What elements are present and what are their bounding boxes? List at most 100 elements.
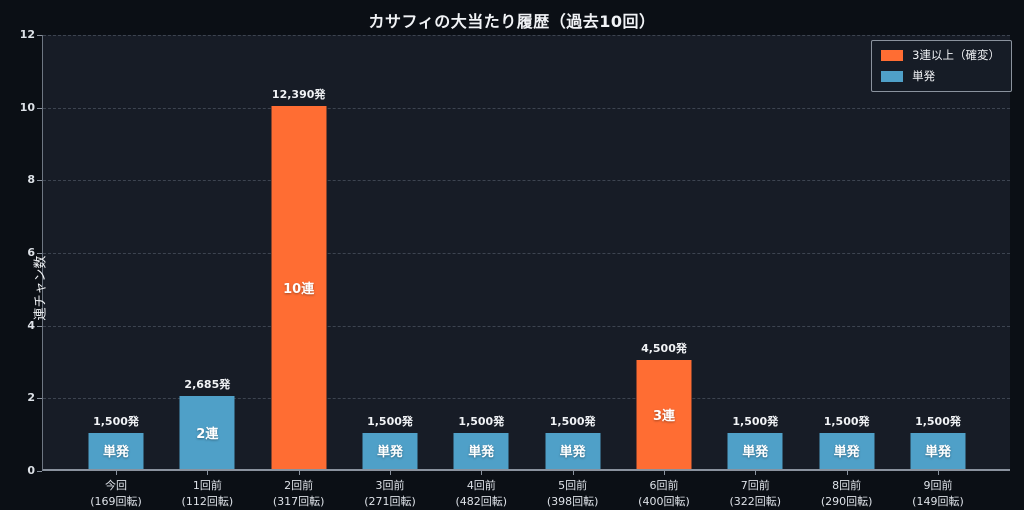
run-count-label: 10連	[283, 281, 315, 297]
x-spins: (271回転)	[364, 494, 416, 508]
legend-label-tanpatsu: 単発	[912, 69, 936, 83]
gridline	[43, 325, 1010, 327]
legend-item-kakuhen: 3連以上（確変）	[881, 47, 1000, 63]
x-spins: (322回転)	[729, 494, 782, 508]
payout-label: 1,500発	[93, 414, 139, 428]
legend: 3連以上（確変） 単発	[871, 40, 1012, 92]
bar-group: 1,500発 単発 3回前 (271回転)	[344, 35, 436, 508]
gridline	[43, 180, 1010, 182]
x-tick-label: 今回 (169回転)	[70, 478, 162, 510]
run-count-label: 単発	[559, 445, 586, 461]
x-tick-mark	[937, 471, 939, 475]
x-tick-label: 4回前 (482回転)	[435, 478, 527, 510]
x-category: 5回前	[558, 479, 588, 492]
x-tick-mark	[663, 471, 665, 475]
x-tick-mark	[389, 471, 391, 475]
payout-label: 1,500発	[549, 414, 596, 428]
x-tick-label: 2回前 (317回転)	[253, 478, 345, 510]
gridline	[43, 35, 1010, 36]
y-tick-label: 6	[27, 246, 35, 259]
run-count-label: 単発	[102, 445, 129, 461]
y-tick-label: 12	[19, 28, 35, 41]
x-category: 2回前	[284, 479, 314, 492]
x-tick-label: 8回前 (290回転)	[801, 478, 893, 510]
x-tick-mark	[116, 471, 117, 475]
x-tick-mark	[846, 471, 848, 475]
x-tick-mark	[207, 471, 209, 475]
payout-label: 1,500発	[367, 414, 413, 428]
x-spins: (317回転)	[272, 494, 325, 508]
y-tick-mark	[37, 180, 42, 182]
x-category: 今回	[105, 479, 127, 492]
payout-label: 2,685発	[184, 378, 231, 392]
x-category: 6回前	[649, 479, 679, 492]
bar[interactable]: 4,500発 3連	[636, 342, 692, 469]
x-category: 7回前	[740, 479, 770, 492]
run-count-label: 3連	[652, 409, 675, 424]
x-tick-label: 9回前 (149回転)	[892, 478, 984, 510]
bar[interactable]: 1,500発 単発	[453, 415, 509, 469]
bar-group: 1,500発 単発 8回前 (290回転)	[801, 35, 893, 508]
y-tick-mark	[37, 35, 42, 36]
x-category: 9回前	[923, 479, 953, 492]
run-count-label: 単発	[468, 445, 495, 461]
x-tick-label: 7回前 (322回転)	[709, 478, 801, 510]
payout-label: 12,390発	[271, 87, 326, 101]
bar[interactable]: 1,500発 単発	[362, 415, 418, 469]
run-count-label: 2連	[196, 427, 219, 443]
gridline	[43, 398, 1010, 400]
legend-item-tanpatsu: 単発	[881, 68, 1000, 84]
x-category: 4回前	[466, 479, 496, 492]
bar[interactable]: 1,500発 単発	[545, 415, 601, 469]
x-tick-label: 1回前 (112回転)	[161, 478, 253, 510]
bar-group: 1,500発 単発 9回前 (149回転)	[892, 35, 984, 508]
y-tick-mark	[37, 325, 42, 327]
bar[interactable]: 1,500発 単発	[88, 415, 144, 469]
bar[interactable]: 12,390発 10連	[271, 88, 327, 469]
gridline	[43, 107, 1010, 109]
bar-group: 12,390発 10連 2回前 (317回転)	[253, 35, 345, 508]
x-spins: (482回転)	[455, 494, 508, 508]
y-tick-mark	[37, 253, 42, 254]
x-category: 8回前	[832, 479, 862, 492]
x-tick-label: 3回前 (271回転)	[344, 478, 436, 510]
plot-area: 連チャン数 0 2 4 6 8 10 12 1,500発 単発 今回 (169回…	[20, 28, 1010, 508]
bar[interactable]: 1,500発 単発	[727, 415, 783, 469]
y-tick-label: 10	[19, 100, 35, 114]
x-tick-mark	[298, 471, 300, 475]
y-tick-mark	[37, 107, 42, 109]
x-tick-mark	[755, 471, 757, 475]
y-tick-label: 0	[27, 464, 35, 477]
bar-group: 1,500発 単発 5回前 (398回転)	[527, 35, 619, 508]
y-tick-label: 8	[27, 173, 35, 187]
legend-swatch-tanpatsu-icon	[881, 70, 904, 82]
bar[interactable]: 1,500発 単発	[819, 415, 875, 469]
payout-label: 1,500発	[823, 414, 870, 428]
x-tick-label: 5回前 (398回転)	[527, 478, 619, 510]
y-tick-label: 4	[27, 318, 35, 332]
run-count-label: 単発	[742, 445, 769, 461]
bar-group: 1,500発 単発 7回前 (322回転)	[709, 35, 801, 508]
x-spins: (112回転)	[181, 494, 234, 508]
legend-label-kakuhen: 3連以上（確変）	[912, 48, 1000, 62]
bar-group: 4,500発 3連 6回前 (400回転)	[618, 35, 710, 508]
y-tick-label: 2	[27, 391, 35, 405]
x-tick-mark	[481, 471, 483, 475]
bar[interactable]: 2,685発 2連	[179, 378, 235, 469]
x-category: 3回前	[375, 479, 405, 492]
x-tick-label: 6回前 (400回転)	[618, 478, 710, 510]
payout-label: 1,500発	[732, 414, 779, 428]
x-spins: (400回転)	[638, 494, 690, 508]
x-tick-mark	[572, 471, 574, 475]
y-tick-mark	[37, 398, 42, 400]
run-count-label: 単発	[376, 445, 403, 461]
payout-label: 1,500発	[915, 414, 961, 428]
y-axis-title: 連チャン数	[33, 255, 49, 321]
chart-title: カサフィの大当たり履歴（過去10回）	[368, 12, 656, 31]
bar-group: 1,500発 単発 4回前 (482回転)	[435, 35, 527, 508]
run-count-label: 単発	[924, 445, 951, 461]
gridline	[43, 253, 1010, 254]
bar[interactable]: 1,500発 単発	[910, 415, 966, 469]
payout-label: 4,500発	[641, 342, 687, 355]
x-spins: (398回転)	[546, 494, 599, 508]
